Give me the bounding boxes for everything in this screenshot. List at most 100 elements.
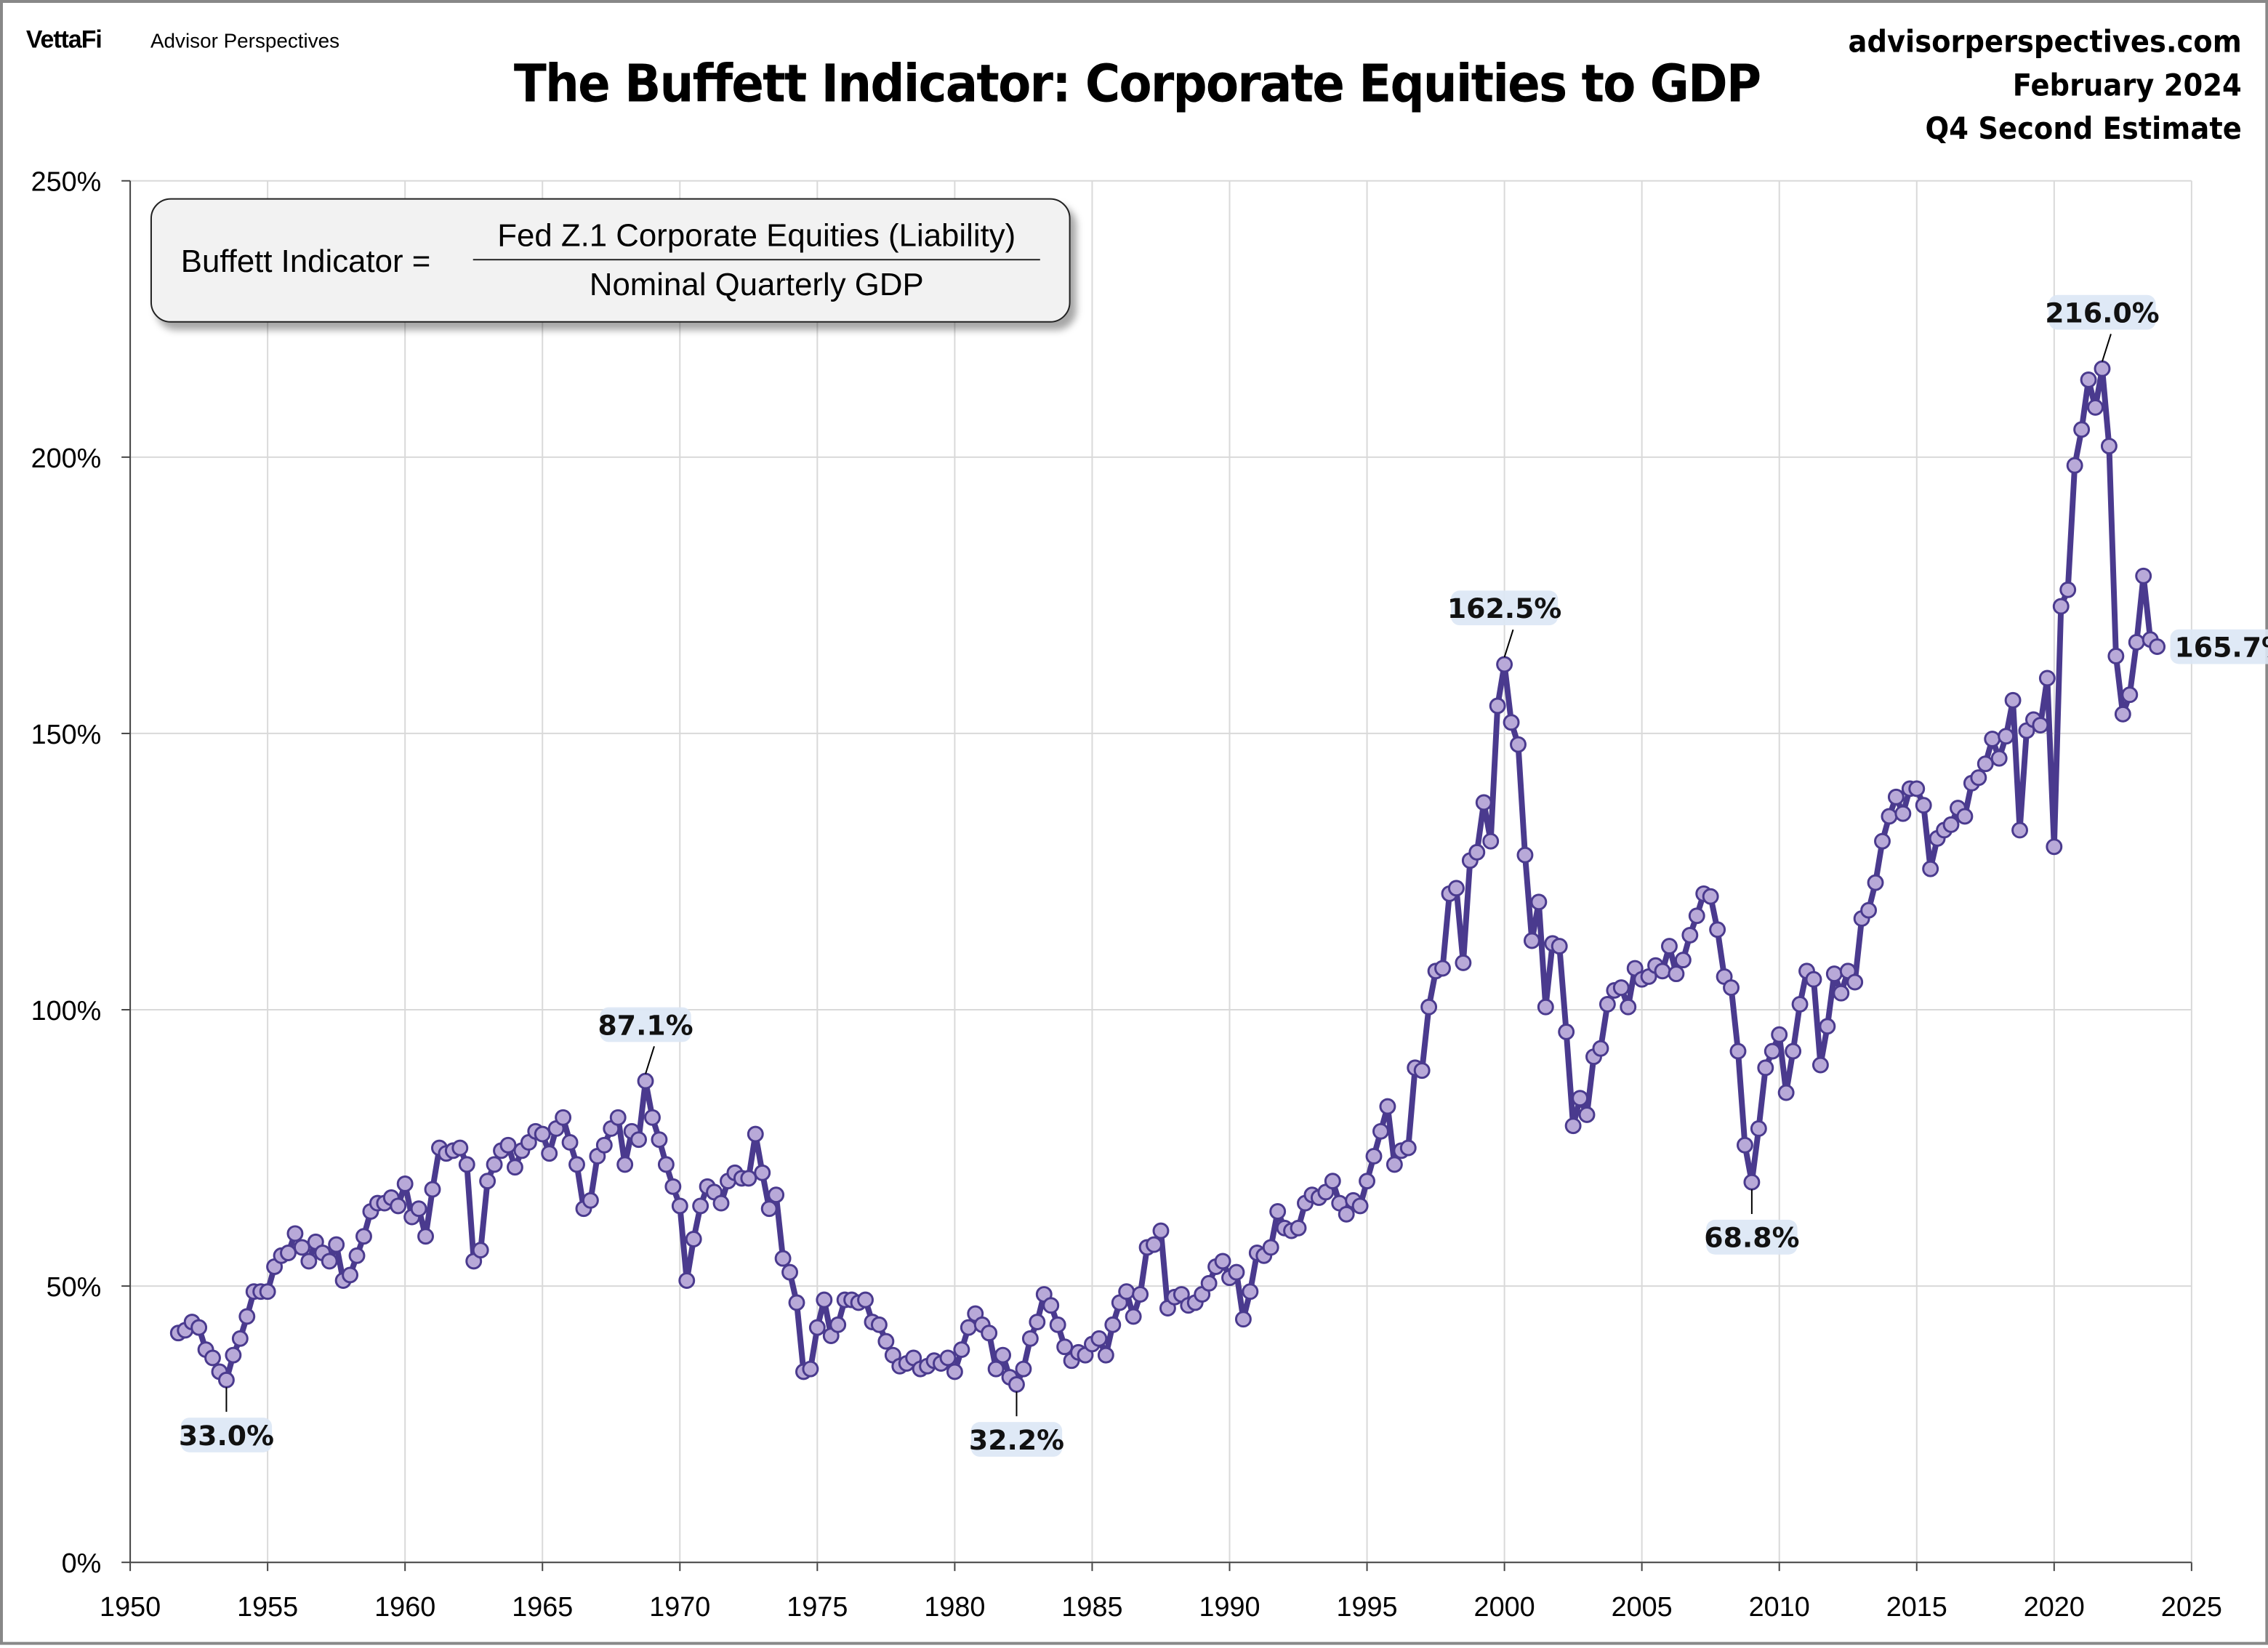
source-info: advisorperspectives.com February 2024 Q4… xyxy=(1814,20,2242,150)
data-point xyxy=(1592,1040,1609,1057)
data-point xyxy=(328,1236,345,1253)
x-tick-label: 1965 xyxy=(512,1592,573,1623)
data-point xyxy=(1750,1120,1767,1137)
x-tick-label: 1985 xyxy=(1061,1592,1122,1623)
data-point xyxy=(1104,1316,1122,1333)
x-tick-label: 1975 xyxy=(787,1592,848,1623)
data-point xyxy=(816,1291,833,1309)
data-point xyxy=(857,1291,874,1309)
y-tick-label: 200% xyxy=(31,443,102,474)
y-tick-label: 0% xyxy=(62,1548,102,1579)
data-point xyxy=(1200,1274,1218,1292)
data-point xyxy=(630,1131,648,1149)
data-point xyxy=(417,1228,435,1245)
data-point xyxy=(1791,995,1809,1013)
data-point xyxy=(499,1136,517,1154)
data-point xyxy=(1894,805,1912,822)
data-point xyxy=(1510,736,1527,753)
data-point xyxy=(2100,438,2118,455)
data-point xyxy=(981,1325,998,1342)
x-tick-label: 2000 xyxy=(1474,1592,1535,1623)
annotation-background xyxy=(1450,590,1559,626)
data-point xyxy=(1846,973,1864,991)
data-point xyxy=(1777,1084,1795,1101)
data-point xyxy=(300,1253,318,1270)
data-point xyxy=(1811,1056,1829,1074)
data-point xyxy=(1860,901,1878,919)
data-point xyxy=(1434,960,1451,977)
annotation-background xyxy=(2170,629,2268,664)
data-point xyxy=(1372,1122,1389,1140)
data-point xyxy=(1819,1018,1836,1035)
data-point xyxy=(458,1156,475,1173)
data-point xyxy=(2135,567,2152,584)
data-point xyxy=(1764,1042,1781,1060)
data-point xyxy=(2052,598,2070,615)
data-point xyxy=(1674,952,1692,969)
data-point xyxy=(293,1239,310,1256)
data-point xyxy=(808,1319,826,1336)
data-point xyxy=(555,1109,572,1126)
data-point xyxy=(953,1341,970,1358)
data-point xyxy=(1908,780,1926,797)
annotation-label: 68.8% xyxy=(1704,1222,1799,1254)
chart-title: The Buffett Indicator: Corporate Equitie… xyxy=(513,55,1761,115)
data-point xyxy=(1681,926,1699,944)
annotation-background xyxy=(2048,294,2156,330)
data-point xyxy=(2004,691,2022,709)
data-point xyxy=(994,1346,1012,1364)
data-point xyxy=(1090,1330,1108,1347)
data-point xyxy=(1234,1311,1252,1328)
data-point xyxy=(1530,893,1548,911)
data-point xyxy=(1269,1203,1287,1220)
data-point xyxy=(740,1170,757,1187)
data-point xyxy=(678,1272,696,1289)
data-point xyxy=(1620,998,1637,1016)
data-point xyxy=(451,1139,469,1157)
source-estimate: Q4 Second Estimate xyxy=(1926,111,2243,146)
annotation-label: 33.0% xyxy=(179,1420,274,1452)
data-point xyxy=(541,1145,558,1162)
data-point xyxy=(1049,1316,1066,1333)
x-tick-label: 1970 xyxy=(649,1592,710,1623)
data-point xyxy=(1743,1173,1761,1191)
source-date: February 2024 xyxy=(2013,68,2243,103)
data-point xyxy=(1990,749,2008,767)
data-point xyxy=(760,1200,778,1218)
data-point xyxy=(1915,797,1932,814)
annotation-background xyxy=(180,1418,273,1452)
data-point xyxy=(1482,832,1500,850)
data-point xyxy=(637,1072,654,1090)
data-point xyxy=(424,1181,441,1198)
data-point xyxy=(1125,1308,1142,1325)
chart-plot: 1950 1955 1960 1965 1970 1975 1980 1985 1990 1995… xyxy=(31,167,2268,1623)
data-point xyxy=(410,1200,427,1218)
data-point xyxy=(2038,670,2056,687)
data-point xyxy=(1723,979,1740,997)
data-point xyxy=(1654,962,1671,980)
data-point xyxy=(1516,846,1534,864)
annotation-background xyxy=(600,1007,691,1042)
x-tick-label: 2025 xyxy=(2161,1592,2222,1623)
data-point xyxy=(238,1308,256,1325)
data-point xyxy=(1874,832,1891,850)
annotation-background xyxy=(970,1422,1063,1457)
source-website: advisorperspectives.com xyxy=(1849,24,2243,60)
data-point xyxy=(870,1316,888,1333)
data-point xyxy=(802,1360,819,1378)
data-point xyxy=(204,1349,221,1367)
data-point xyxy=(534,1125,551,1143)
data-point xyxy=(1599,995,1616,1013)
data-point xyxy=(1942,816,1960,833)
data-point xyxy=(1661,938,1678,955)
data-point xyxy=(987,1360,1005,1378)
data-point xyxy=(692,1197,709,1215)
data-point xyxy=(1887,788,1905,805)
data-point xyxy=(1146,1236,1162,1253)
annotation-background xyxy=(1706,1219,1798,1255)
data-point xyxy=(1977,755,1994,773)
data-point xyxy=(1709,921,1726,938)
data-point xyxy=(2066,457,2083,474)
data-point xyxy=(1290,1219,1307,1237)
